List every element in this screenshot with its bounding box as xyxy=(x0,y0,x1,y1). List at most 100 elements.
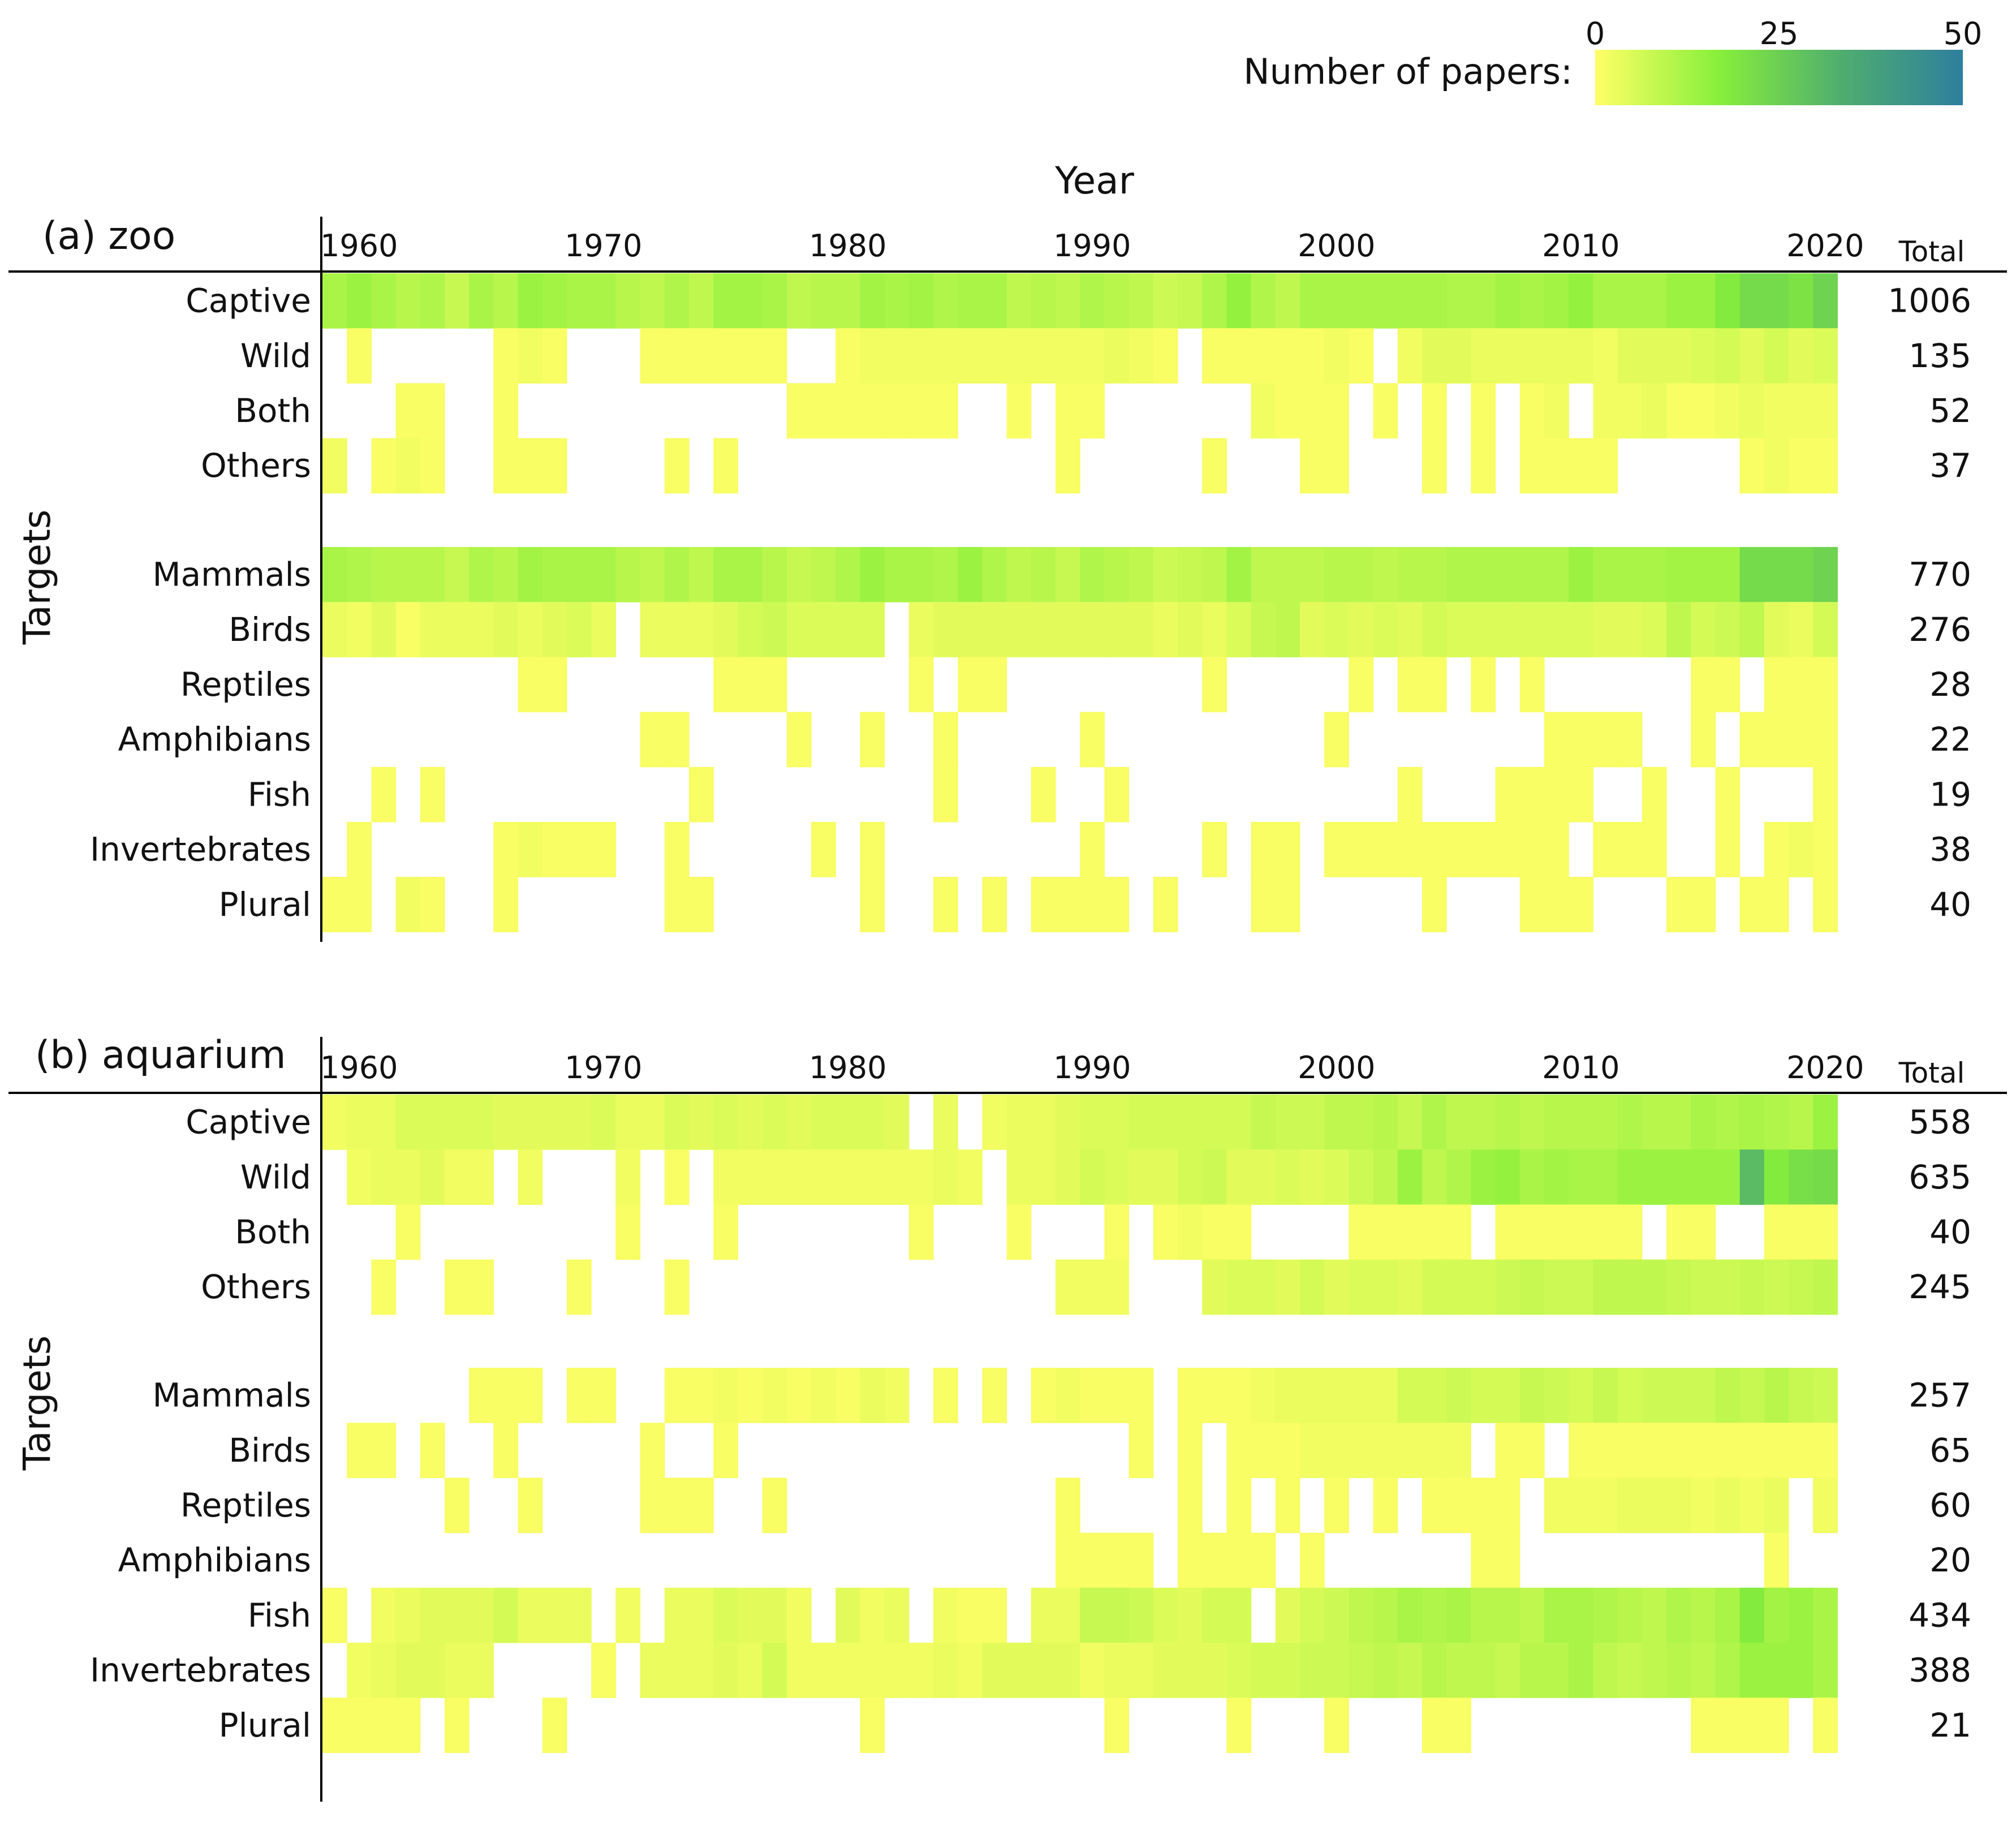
heatmap-cell xyxy=(1495,1532,1520,1588)
heatmap-cell xyxy=(982,1643,1007,1698)
heatmap-cell xyxy=(1104,766,1130,822)
heatmap-cell xyxy=(1202,1643,1227,1698)
heatmap-cell xyxy=(1471,1587,1496,1643)
heatmap-cell xyxy=(933,1587,958,1643)
heatmap-cell xyxy=(1617,1095,1643,1150)
heatmap-cell xyxy=(420,273,445,329)
heatmap-cell xyxy=(591,273,616,329)
heatmap-cell xyxy=(811,822,836,877)
heatmap-cell xyxy=(1691,1698,1716,1753)
heatmap-cell xyxy=(1324,1095,1349,1150)
row-label-others: Others xyxy=(201,1268,311,1306)
heatmap-cell xyxy=(1397,1259,1423,1315)
heatmap-cell xyxy=(469,1095,494,1150)
heatmap-cell xyxy=(811,1095,836,1150)
heatmap-cell xyxy=(1593,1149,1618,1205)
heatmap-cell xyxy=(1789,383,1813,439)
heatmap-cell xyxy=(640,1423,665,1478)
heatmap-cell xyxy=(1544,1204,1569,1260)
heatmap-cell xyxy=(1789,328,1813,384)
heatmap-cell xyxy=(347,877,372,932)
heatmap-cell xyxy=(493,1423,519,1478)
heatmap-cell xyxy=(1739,547,1765,602)
heatmap-cell xyxy=(1178,1478,1203,1534)
heatmap-cell xyxy=(1349,1095,1374,1150)
heatmap-cell xyxy=(860,328,885,384)
heatmap-cell xyxy=(1080,712,1105,768)
heatmap-cell xyxy=(1226,1204,1252,1260)
heatmap-cell xyxy=(811,1368,836,1423)
heatmap-cell xyxy=(1300,602,1325,657)
row-total-amphibians: 20 xyxy=(1929,1541,1971,1579)
heatmap-cell xyxy=(1226,273,1252,329)
heatmap-cell xyxy=(1251,273,1276,329)
heatmap-cell xyxy=(1691,273,1716,329)
heatmap-cell xyxy=(1153,1149,1178,1205)
heatmap-cell xyxy=(1397,1368,1423,1423)
heatmap-cell xyxy=(1397,328,1423,384)
heatmap-cell xyxy=(982,602,1007,657)
heatmap-cell xyxy=(1056,1587,1080,1643)
heatmap-cell xyxy=(445,1643,469,1698)
heatmap-cell xyxy=(1373,1259,1398,1315)
heatmap-cell xyxy=(664,273,690,329)
heatmap-cell xyxy=(1202,1095,1227,1150)
heatmap-cell xyxy=(1544,1259,1569,1315)
heatmap-cell xyxy=(445,1149,469,1205)
year-ticks: 1960 1970 1980 1990 2000 2010 2020 xyxy=(320,1050,1864,1086)
heatmap-cell xyxy=(518,822,543,877)
row-label-plural: Plural xyxy=(219,885,311,924)
heatmap-cell xyxy=(1617,1368,1643,1423)
heatmap-cell xyxy=(1373,1149,1398,1205)
heatmap-cell xyxy=(1446,547,1471,602)
heatmap-cell xyxy=(860,273,885,329)
heatmap-cell xyxy=(1764,383,1789,439)
heatmap-cell xyxy=(542,1095,567,1150)
heatmap-cell xyxy=(1275,1368,1300,1423)
heatmap-cell xyxy=(1056,1259,1080,1315)
heatmap-cell xyxy=(615,1149,641,1205)
heatmap-cell xyxy=(689,766,714,822)
row-totals: 558 635 40 245 257 65 60 20 434 388 21 xyxy=(1909,1103,1971,1745)
heatmap-cell xyxy=(469,1368,494,1423)
heatmap-cell xyxy=(542,822,567,877)
heatmap-cell xyxy=(1251,328,1276,384)
heatmap-cell xyxy=(1104,877,1130,932)
heatmap-cell xyxy=(1422,1204,1447,1260)
heatmap-cell xyxy=(884,273,910,329)
heatmap-cell xyxy=(1300,383,1325,439)
heatmap-cell xyxy=(1031,766,1056,822)
heatmap-cell xyxy=(1495,1423,1520,1478)
panel-title-zoo: (a) zoo xyxy=(42,214,175,259)
heatmap-cell xyxy=(1642,1149,1667,1205)
heatmap-cell xyxy=(1789,822,1813,877)
heatmap-cell xyxy=(567,1587,592,1643)
heatmap-cell xyxy=(1202,1149,1227,1205)
heatmap-cell xyxy=(811,1643,836,1698)
heatmap-cell xyxy=(1006,328,1032,384)
heatmap-cell xyxy=(1519,273,1545,329)
heatmap-cell xyxy=(860,712,885,768)
heatmap-cell xyxy=(1642,547,1667,602)
heatmap-cell xyxy=(1300,1532,1325,1588)
row-total-mammals: 257 xyxy=(1909,1376,1971,1415)
heatmap-cell xyxy=(1446,602,1471,657)
heatmap-cell xyxy=(1569,1643,1593,1698)
heatmap-cell xyxy=(1397,822,1423,877)
heatmap-cell xyxy=(933,273,958,329)
heatmap-cell xyxy=(1617,822,1643,877)
heatmap-cell xyxy=(713,1368,738,1423)
heatmap-cell xyxy=(1715,1587,1741,1643)
row-total-both: 40 xyxy=(1929,1213,1971,1251)
heatmap-cell xyxy=(1324,1259,1349,1315)
heatmap-cell xyxy=(1642,766,1667,822)
heatmap-cell xyxy=(1202,822,1227,877)
heatmap-cell xyxy=(1691,547,1716,602)
row-total-both: 52 xyxy=(1929,391,1971,430)
heatmap-cell xyxy=(1226,1368,1252,1423)
heatmap-cell xyxy=(1666,1368,1691,1423)
heatmap-cell xyxy=(933,766,958,822)
heatmap-cell xyxy=(322,547,347,602)
heatmap-cell xyxy=(1764,1643,1789,1698)
heatmap-cell xyxy=(713,1423,738,1478)
